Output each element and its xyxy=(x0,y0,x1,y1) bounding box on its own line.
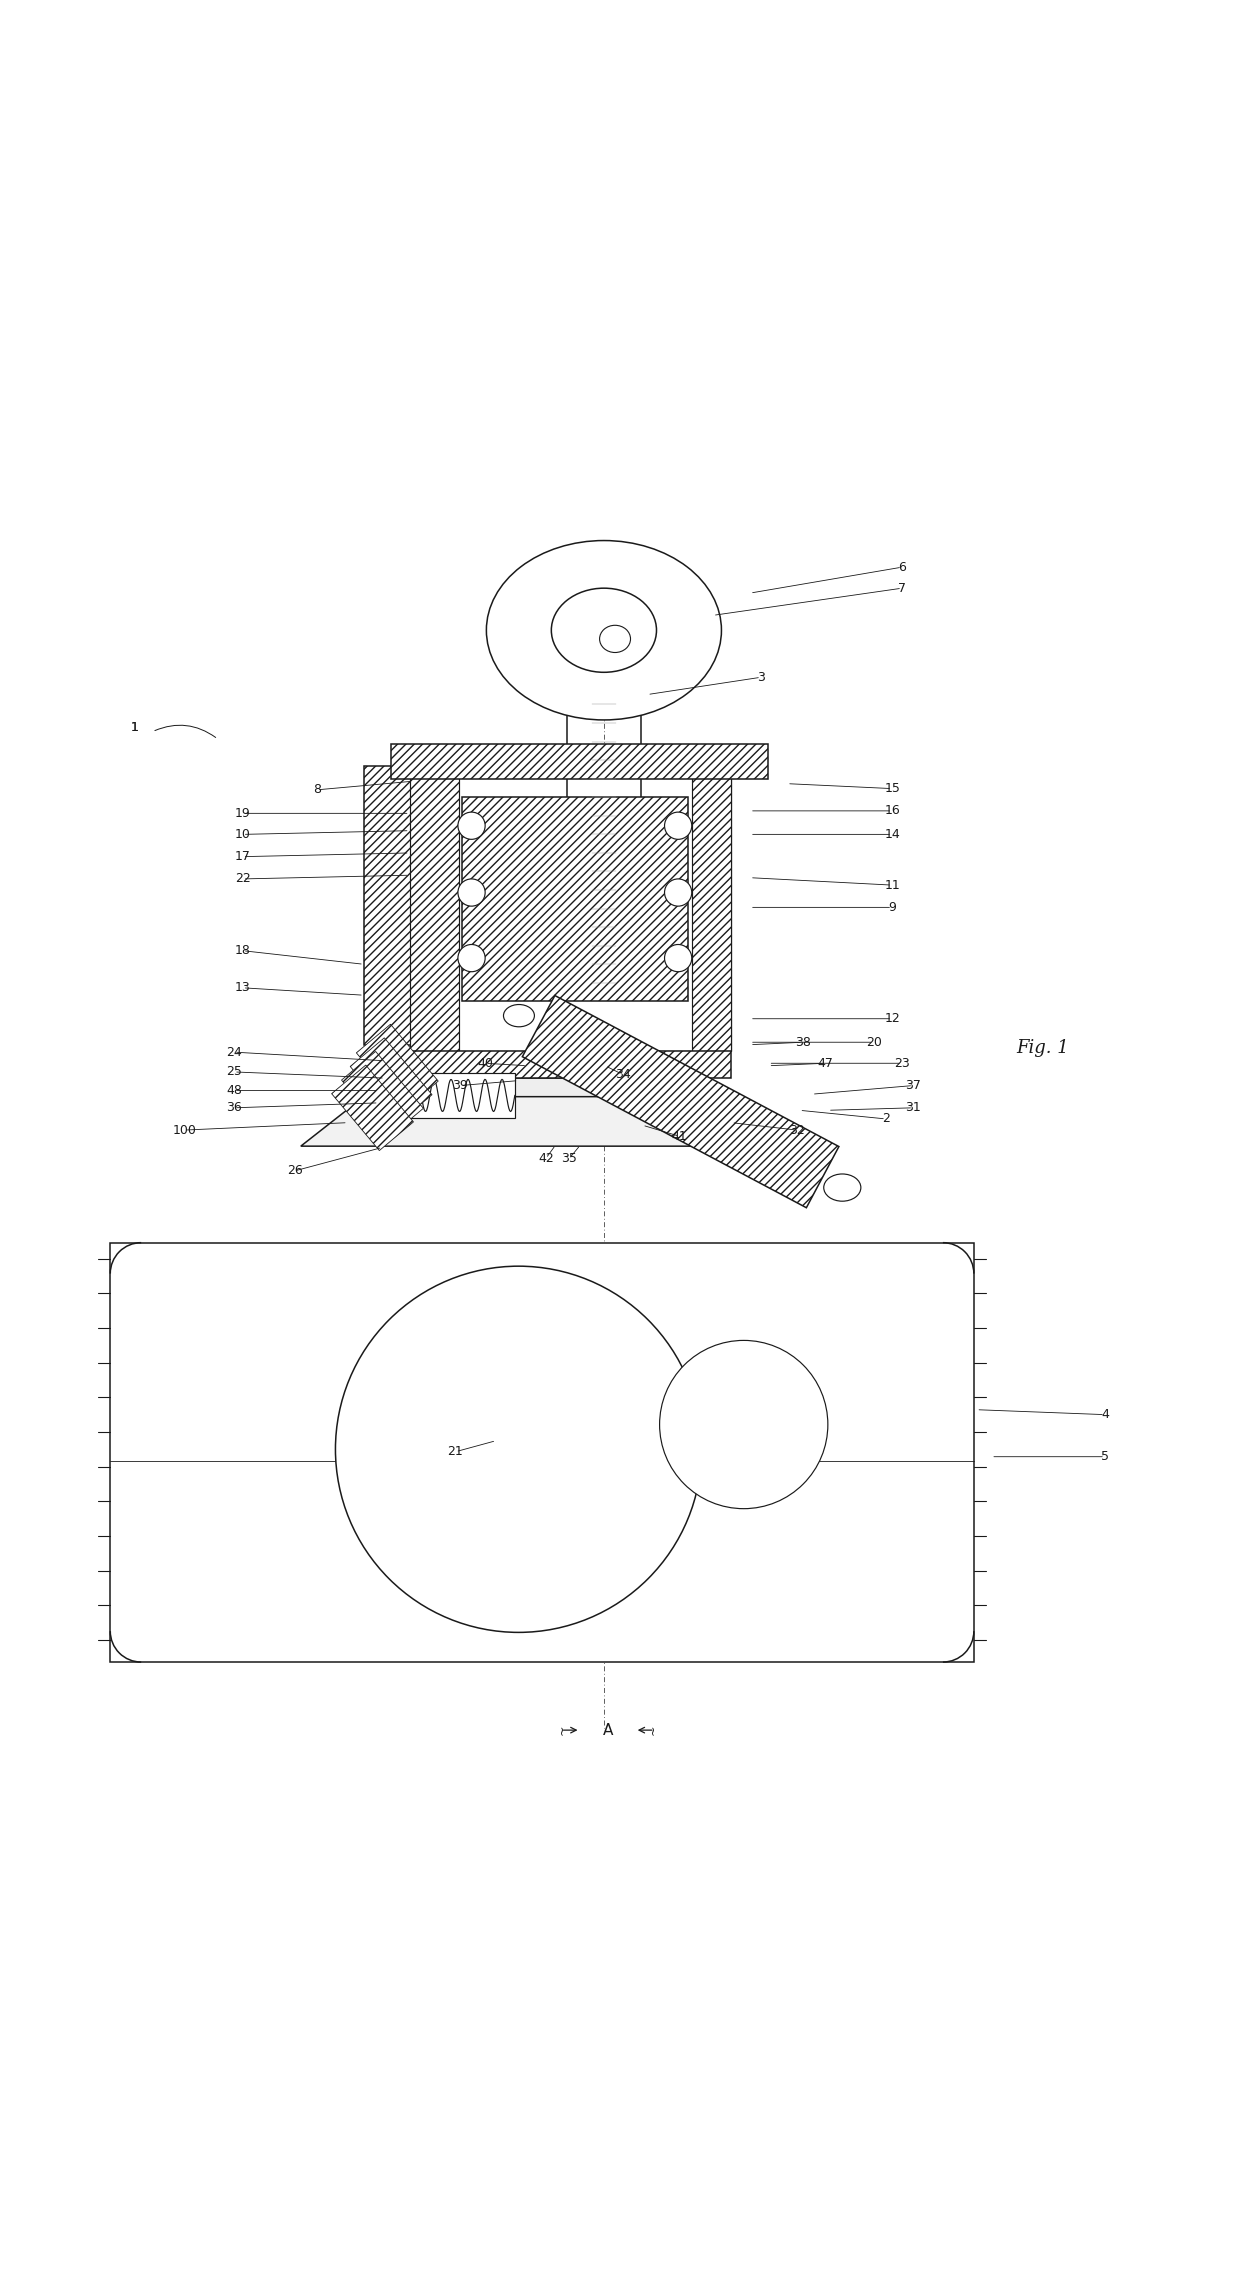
Text: 15: 15 xyxy=(884,783,900,794)
Bar xyxy=(110,1242,973,1663)
Text: 34: 34 xyxy=(615,1067,630,1081)
Text: ~: ~ xyxy=(647,1724,660,1736)
Text: A: A xyxy=(603,1722,613,1738)
Polygon shape xyxy=(331,1065,413,1151)
Ellipse shape xyxy=(552,589,656,673)
Text: 21: 21 xyxy=(448,1445,464,1458)
Bar xyxy=(692,767,732,1051)
Text: 2: 2 xyxy=(882,1112,890,1126)
Ellipse shape xyxy=(503,1006,534,1026)
Text: 32: 32 xyxy=(789,1124,805,1138)
Text: 100: 100 xyxy=(172,1124,196,1138)
Text: 16: 16 xyxy=(884,805,900,817)
Bar xyxy=(409,767,459,1051)
Text: 3: 3 xyxy=(758,671,765,685)
Text: 1: 1 xyxy=(131,721,139,735)
Text: 48: 48 xyxy=(226,1083,242,1097)
Polygon shape xyxy=(522,996,839,1208)
Circle shape xyxy=(665,944,692,971)
Polygon shape xyxy=(356,1024,438,1110)
Text: 23: 23 xyxy=(894,1058,910,1069)
Circle shape xyxy=(458,812,485,839)
Text: 24: 24 xyxy=(226,1046,242,1058)
Text: 39: 39 xyxy=(453,1078,469,1092)
Text: 47: 47 xyxy=(817,1058,833,1069)
Text: 42: 42 xyxy=(538,1151,553,1165)
Bar xyxy=(378,1074,515,1117)
Polygon shape xyxy=(350,1037,432,1124)
Text: 35: 35 xyxy=(562,1151,577,1165)
Text: 1: 1 xyxy=(131,721,139,735)
Text: 12: 12 xyxy=(884,1012,900,1026)
Text: 11: 11 xyxy=(884,878,900,892)
Circle shape xyxy=(665,812,692,839)
Text: 14: 14 xyxy=(884,828,900,842)
Text: 37: 37 xyxy=(905,1078,921,1092)
Circle shape xyxy=(665,878,692,905)
Bar xyxy=(363,1069,378,1122)
Ellipse shape xyxy=(823,1174,861,1201)
Text: 17: 17 xyxy=(234,851,250,862)
Bar xyxy=(363,767,422,1044)
Text: 41: 41 xyxy=(672,1131,687,1142)
Bar xyxy=(409,767,732,1051)
Bar xyxy=(461,796,688,1001)
Text: 6: 6 xyxy=(898,560,906,573)
Ellipse shape xyxy=(600,626,630,653)
Text: 10: 10 xyxy=(234,828,250,842)
Text: 38: 38 xyxy=(795,1035,811,1049)
Polygon shape xyxy=(301,1097,818,1147)
Bar xyxy=(409,1051,732,1078)
Text: ~: ~ xyxy=(556,1724,568,1736)
Bar xyxy=(391,744,769,778)
Text: 5: 5 xyxy=(1101,1449,1109,1463)
Text: 40: 40 xyxy=(477,1058,494,1069)
Text: 9: 9 xyxy=(888,901,897,915)
Text: 36: 36 xyxy=(226,1101,242,1115)
Text: 7: 7 xyxy=(898,582,906,594)
Circle shape xyxy=(660,1340,828,1508)
Text: 20: 20 xyxy=(866,1035,882,1049)
Polygon shape xyxy=(341,1051,423,1138)
Text: 4: 4 xyxy=(1101,1408,1109,1422)
Circle shape xyxy=(336,1267,702,1633)
Text: Fig. 1: Fig. 1 xyxy=(1016,1040,1069,1058)
Text: 26: 26 xyxy=(286,1165,303,1178)
Text: 31: 31 xyxy=(905,1101,921,1115)
Text: 22: 22 xyxy=(234,871,250,885)
Circle shape xyxy=(458,944,485,971)
Text: 25: 25 xyxy=(226,1065,242,1078)
Text: 8: 8 xyxy=(312,783,321,796)
Ellipse shape xyxy=(486,541,722,719)
Text: 19: 19 xyxy=(234,808,250,819)
Text: 13: 13 xyxy=(234,981,250,994)
Circle shape xyxy=(458,878,485,905)
Bar xyxy=(453,1078,707,1097)
Text: 18: 18 xyxy=(234,944,250,958)
